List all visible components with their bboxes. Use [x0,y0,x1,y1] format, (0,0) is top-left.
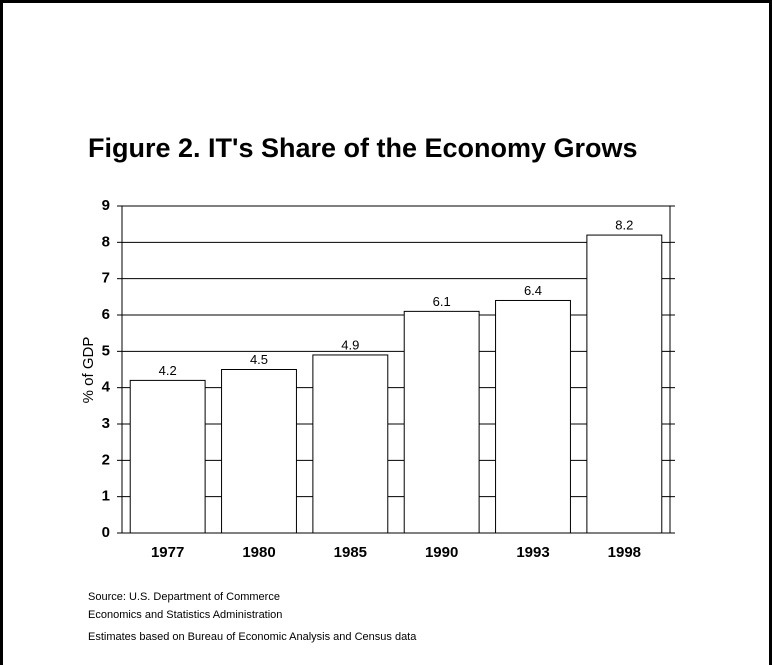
y-tick-label: 8 [102,233,110,250]
data-label: 8.2 [615,218,633,233]
note: Economics and Statistics Administration [88,609,282,621]
bar [129,379,206,534]
y-tick-label: 4 [102,379,111,396]
note: Source: U.S. Department of Commerce [88,591,280,603]
data-label: 4.5 [250,352,268,367]
x-tick-label: 1990 [425,544,458,561]
y-tick-label: 7 [102,270,110,287]
bar [312,354,389,534]
data-label: 6.4 [524,283,542,298]
x-tick-label: 1985 [334,544,367,561]
bar [403,310,480,534]
y-tick-label: 9 [102,197,110,214]
y-axis-label: % of GDP [80,337,97,404]
bar [495,299,571,534]
data-label: 6.1 [433,294,451,309]
bar [221,369,297,534]
bar [586,234,663,534]
y-tick-label: 1 [102,488,110,505]
data-label: 4.9 [341,337,359,352]
x-tick-label: 1993 [516,544,549,561]
note: Estimates based on Bureau of Economic An… [88,631,417,643]
x-tick-label: 1980 [242,544,275,561]
y-tick-label: 2 [102,451,110,468]
y-tick-label: 5 [102,342,110,359]
x-tick-label: 1998 [608,544,641,561]
y-tick-label: 6 [102,306,110,323]
x-tick-label: 1977 [151,544,184,561]
y-tick-label: 3 [102,415,110,432]
y-tick-label: 0 [102,524,110,541]
plot-frame [121,205,671,534]
data-label: 4.2 [159,363,177,378]
chart-title: Figure 2. IT's Share of the Economy Grow… [88,133,638,163]
